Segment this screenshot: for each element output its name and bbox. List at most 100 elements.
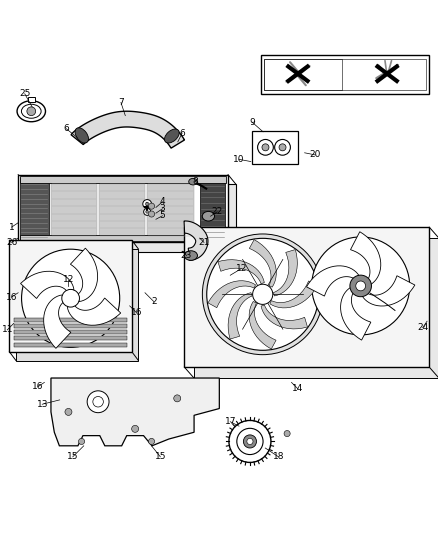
- Bar: [265, 59, 342, 90]
- Bar: [14, 324, 127, 328]
- Polygon shape: [184, 221, 208, 260]
- Polygon shape: [270, 281, 318, 308]
- Bar: [16, 249, 138, 360]
- Circle shape: [62, 289, 79, 307]
- Polygon shape: [71, 248, 98, 302]
- Polygon shape: [362, 276, 415, 306]
- Circle shape: [312, 237, 410, 335]
- Bar: [200, 178, 225, 239]
- Circle shape: [132, 425, 139, 432]
- Text: 7: 7: [118, 98, 124, 107]
- Circle shape: [262, 144, 269, 151]
- Bar: [261, 55, 429, 94]
- Bar: [28, 97, 35, 102]
- Circle shape: [247, 438, 253, 445]
- Polygon shape: [307, 266, 359, 296]
- Text: 20: 20: [310, 150, 321, 159]
- Circle shape: [21, 249, 120, 348]
- Text: 15: 15: [67, 452, 78, 461]
- Text: 14: 14: [292, 384, 304, 393]
- Ellipse shape: [17, 101, 46, 122]
- Polygon shape: [261, 305, 307, 329]
- Text: 9: 9: [249, 118, 255, 127]
- Text: 2: 2: [151, 297, 156, 306]
- Bar: [20, 176, 226, 182]
- Text: 22: 22: [212, 207, 223, 216]
- Polygon shape: [350, 232, 381, 285]
- Text: 12: 12: [63, 275, 74, 284]
- Ellipse shape: [165, 129, 179, 143]
- Text: 17: 17: [225, 417, 236, 426]
- Polygon shape: [228, 293, 252, 339]
- Circle shape: [284, 431, 290, 437]
- Bar: [14, 343, 127, 346]
- Text: 25: 25: [19, 89, 30, 98]
- Bar: [184, 227, 429, 367]
- Circle shape: [237, 429, 263, 455]
- Text: 11: 11: [1, 326, 13, 334]
- Text: 1: 1: [9, 223, 14, 232]
- Circle shape: [143, 199, 152, 208]
- Polygon shape: [44, 295, 71, 349]
- Circle shape: [202, 234, 323, 354]
- Text: 12: 12: [236, 264, 247, 273]
- Polygon shape: [51, 378, 219, 446]
- Text: 8: 8: [192, 177, 198, 185]
- Polygon shape: [273, 249, 297, 296]
- Bar: [20, 178, 49, 239]
- Circle shape: [78, 438, 85, 445]
- Circle shape: [27, 107, 35, 116]
- Bar: [194, 238, 438, 378]
- Text: 24: 24: [417, 323, 428, 332]
- Text: 16: 16: [6, 293, 18, 302]
- Circle shape: [145, 202, 149, 206]
- Bar: [51, 178, 97, 239]
- Bar: [14, 330, 127, 334]
- Polygon shape: [208, 281, 255, 308]
- Polygon shape: [71, 111, 184, 148]
- Bar: [14, 318, 127, 322]
- Polygon shape: [249, 240, 276, 287]
- Bar: [147, 178, 194, 239]
- Polygon shape: [67, 298, 121, 325]
- Ellipse shape: [189, 179, 198, 185]
- Circle shape: [244, 435, 257, 448]
- Text: 21: 21: [198, 238, 210, 247]
- Bar: [265, 59, 426, 90]
- Bar: [26, 184, 236, 252]
- Text: 10: 10: [233, 155, 245, 164]
- Circle shape: [295, 71, 300, 76]
- Text: 16: 16: [131, 308, 142, 317]
- Text: 3: 3: [159, 204, 166, 213]
- Polygon shape: [21, 271, 74, 298]
- Text: 23: 23: [181, 251, 192, 260]
- Circle shape: [65, 408, 72, 415]
- Circle shape: [253, 284, 273, 304]
- Bar: [99, 178, 145, 239]
- Circle shape: [148, 438, 155, 445]
- Circle shape: [356, 281, 366, 291]
- Text: 26: 26: [6, 238, 17, 247]
- Bar: [9, 240, 132, 352]
- Bar: [252, 131, 298, 164]
- Circle shape: [207, 238, 319, 350]
- Text: 16: 16: [32, 382, 44, 391]
- Circle shape: [144, 208, 151, 215]
- Circle shape: [146, 211, 148, 213]
- Polygon shape: [341, 287, 371, 340]
- Circle shape: [87, 391, 109, 413]
- Text: 4: 4: [160, 197, 165, 206]
- Text: 13: 13: [36, 400, 48, 409]
- Text: 5: 5: [159, 211, 166, 220]
- Circle shape: [279, 144, 286, 151]
- Text: 18: 18: [272, 452, 284, 461]
- Ellipse shape: [184, 251, 198, 261]
- Bar: [20, 235, 226, 241]
- Circle shape: [350, 275, 371, 297]
- Circle shape: [148, 203, 155, 209]
- Text: 6: 6: [179, 128, 185, 138]
- Text: 15: 15: [155, 452, 166, 461]
- Ellipse shape: [202, 212, 215, 221]
- Polygon shape: [218, 260, 265, 284]
- Text: 6: 6: [64, 124, 69, 133]
